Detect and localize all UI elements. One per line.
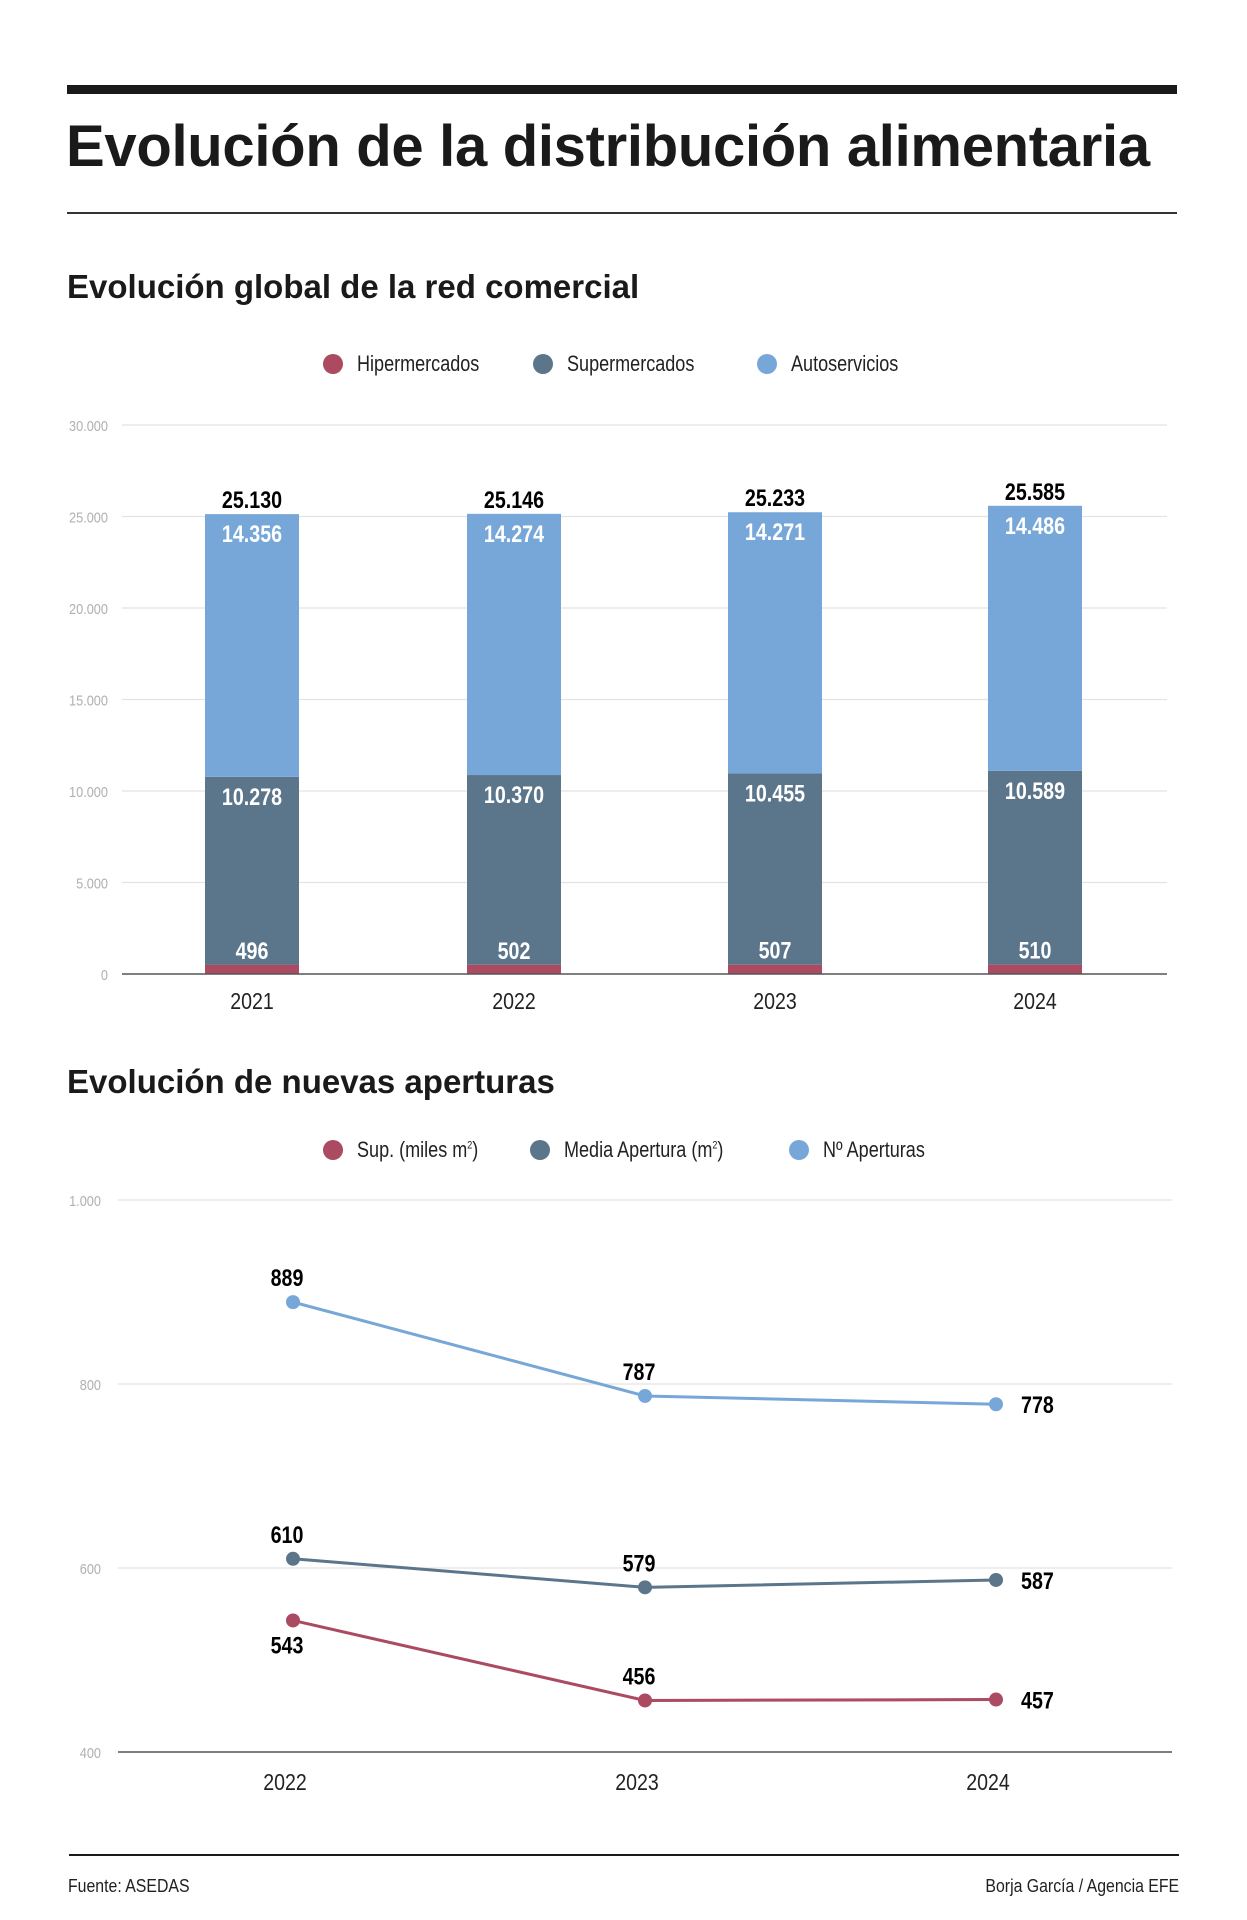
bar-segment-hipermercados xyxy=(988,964,1082,974)
footer-divider xyxy=(69,1854,1179,1856)
bar-segment-hipermercados xyxy=(205,964,299,974)
data-label: 787 xyxy=(623,1358,656,1385)
legend-dot-icon xyxy=(323,1140,343,1160)
bar-segment-autoservicios xyxy=(467,513,561,776)
total-label: 25.130 xyxy=(222,486,282,513)
bar-segment-supermercados xyxy=(988,770,1082,965)
data-label: 889 xyxy=(271,1264,304,1291)
data-point xyxy=(638,1693,652,1708)
data-point xyxy=(286,1551,300,1566)
data-label: 14.356 xyxy=(222,520,282,547)
bar-segment-hipermercados xyxy=(728,964,822,974)
bar-segment-supermercados xyxy=(728,773,822,965)
x-tick-label: 2023 xyxy=(615,1770,658,1796)
total-label: 25.146 xyxy=(484,486,544,513)
x-tick-label: 2024 xyxy=(1013,989,1057,1015)
top-rule xyxy=(67,85,1177,94)
data-point xyxy=(989,1692,1003,1707)
title-divider xyxy=(67,212,1177,214)
page-title: Evolución de la distribución alimentaria xyxy=(66,114,1150,179)
y-tick-label: 30.000 xyxy=(69,417,108,434)
total-label: 25.585 xyxy=(1005,478,1065,505)
legend-item: Media Apertura (m2) xyxy=(530,1135,758,1165)
source-credit: Fuente: ASEDAS xyxy=(68,1876,190,1896)
data-point xyxy=(989,1572,1003,1587)
line-chart: 400 600 800 1.000 543 456 457 610 579 587 889 787 77… xyxy=(69,1192,1172,1796)
legend-item: Autoservicios xyxy=(757,349,922,379)
y-tick-label: 0 xyxy=(101,966,108,983)
bar-segment-hipermercados xyxy=(467,964,561,974)
bar-segment-supermercados xyxy=(467,775,561,965)
bar-segment-autoservicios xyxy=(205,514,299,777)
legend-item: Sup. (miles m2) xyxy=(323,1135,505,1165)
data-label: 507 xyxy=(759,937,792,964)
data-label: 510 xyxy=(1019,937,1052,964)
y-tick-label: 25.000 xyxy=(69,508,108,525)
legend-dot-icon xyxy=(789,1140,809,1160)
x-tick-label: 2024 xyxy=(966,1770,1010,1796)
data-point xyxy=(989,1397,1003,1412)
data-label: 610 xyxy=(271,1521,304,1548)
data-label: 10.589 xyxy=(1005,777,1065,804)
y-tick-label: 1.000 xyxy=(69,1192,101,1209)
total-label: 25.233 xyxy=(745,484,805,511)
data-label: 456 xyxy=(623,1663,656,1690)
author-credit: Borja García / Agencia EFE xyxy=(985,1876,1179,1896)
x-tick-label: 2023 xyxy=(753,989,796,1015)
legend-label: Autoservicios xyxy=(791,351,899,376)
y-tick-label: 15.000 xyxy=(69,691,108,708)
bar-segment-autoservicios xyxy=(988,505,1082,771)
legend-label: Supermercados xyxy=(567,351,695,376)
legend-item: Hipermercados xyxy=(323,349,506,379)
chart1-title: Evolución global de la red comercial xyxy=(67,268,640,305)
x-tick-label: 2022 xyxy=(492,989,535,1015)
series-line-autoservicios xyxy=(292,1300,997,1406)
data-label: 496 xyxy=(236,937,269,964)
legend-dot-icon xyxy=(533,354,553,374)
legend-label: Hipermercados xyxy=(357,351,480,376)
data-label: 14.486 xyxy=(1005,512,1065,539)
data-label: 778 xyxy=(1021,1391,1054,1418)
legend-dot-icon xyxy=(323,354,343,374)
bar-segment-supermercados xyxy=(205,776,299,965)
data-label: 10.278 xyxy=(222,783,282,810)
data-label: 587 xyxy=(1021,1567,1054,1594)
data-point xyxy=(286,1295,300,1310)
legend-dot-icon xyxy=(757,354,777,374)
y-tick-label: 20.000 xyxy=(69,600,108,617)
x-tick-label: 2022 xyxy=(263,1770,306,1796)
x-tick-label: 2021 xyxy=(230,989,273,1015)
y-tick-label: 600 xyxy=(80,1560,101,1577)
legend-label: Nº Aperturas xyxy=(823,1137,925,1162)
data-label: 10.370 xyxy=(484,781,544,808)
bar-segment-autoservicios xyxy=(728,512,822,774)
data-label: 14.271 xyxy=(745,518,805,545)
y-tick-label: 400 xyxy=(80,1744,101,1761)
data-label: 14.274 xyxy=(484,520,545,547)
chart2-title: Evolución de nuevas aperturas xyxy=(67,1063,555,1100)
data-point xyxy=(638,1388,652,1403)
legend-dot-icon xyxy=(530,1140,550,1160)
data-label: 579 xyxy=(623,1549,656,1576)
data-point xyxy=(286,1613,300,1628)
data-point xyxy=(638,1580,652,1595)
legend-item: Supermercados xyxy=(533,349,722,379)
data-label: 502 xyxy=(498,937,531,964)
legend-label: Media Apertura (m2) xyxy=(564,1137,724,1162)
legend-item: Nº Aperturas xyxy=(789,1135,947,1165)
data-label: 543 xyxy=(271,1632,304,1659)
y-tick-label: 10.000 xyxy=(69,783,108,800)
y-tick-label: 800 xyxy=(80,1376,101,1393)
data-label: 457 xyxy=(1021,1687,1054,1714)
bar-chart: 0 5.000 10.000 15.000 20.000 25.000 30.000 496 1… xyxy=(69,417,1167,1015)
data-label: 10.455 xyxy=(745,780,805,807)
y-tick-label: 5.000 xyxy=(76,874,108,891)
legend-label: Sup. (miles m2) xyxy=(357,1137,479,1162)
